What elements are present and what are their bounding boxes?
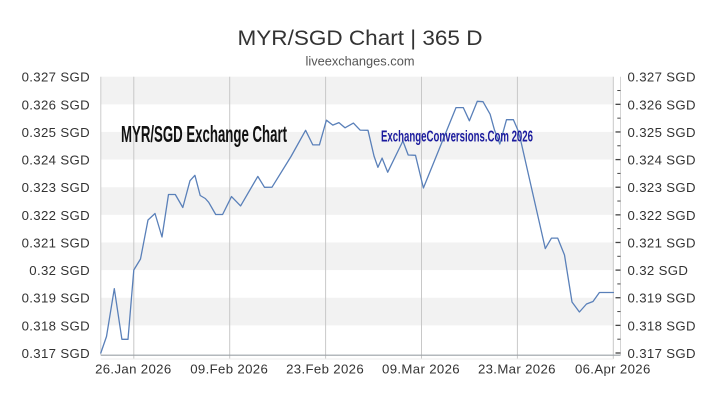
- svg-text:0.323 SGD: 0.323 SGD: [628, 180, 696, 195]
- svg-text:06.Apr 2026: 06.Apr 2026: [575, 362, 651, 377]
- svg-text:23.Feb 2026: 23.Feb 2026: [286, 362, 364, 377]
- svg-text:0.325 SGD: 0.325 SGD: [628, 125, 696, 140]
- svg-text:23.Mar 2026: 23.Mar 2026: [478, 362, 556, 377]
- svg-text:0.325 SGD: 0.325 SGD: [22, 125, 90, 140]
- svg-text:liveexchanges.com: liveexchanges.com: [306, 55, 415, 69]
- svg-text:0.317 SGD: 0.317 SGD: [22, 346, 90, 361]
- svg-text:0.317 SGD: 0.317 SGD: [628, 346, 696, 361]
- svg-text:0.32 SGD: 0.32 SGD: [628, 263, 689, 278]
- svg-text:0.326 SGD: 0.326 SGD: [22, 97, 90, 112]
- svg-text:09.Feb 2026: 09.Feb 2026: [190, 362, 268, 377]
- svg-text:0.322 SGD: 0.322 SGD: [22, 208, 90, 223]
- svg-text:26.Jan 2026: 26.Jan 2026: [95, 362, 171, 377]
- svg-text:0.326 SGD: 0.326 SGD: [628, 97, 696, 112]
- svg-text:0.324 SGD: 0.324 SGD: [628, 153, 696, 168]
- svg-text:0.321 SGD: 0.321 SGD: [22, 235, 90, 250]
- svg-text:0.322 SGD: 0.322 SGD: [628, 208, 696, 223]
- svg-text:0.319 SGD: 0.319 SGD: [22, 291, 90, 306]
- svg-text:0.321 SGD: 0.321 SGD: [628, 235, 696, 250]
- svg-text:MYR/SGD Chart | 365 D: MYR/SGD Chart | 365 D: [238, 26, 483, 50]
- svg-text:09.Mar 2026: 09.Mar 2026: [382, 362, 460, 377]
- svg-text:0.327 SGD: 0.327 SGD: [628, 70, 696, 85]
- svg-text:0.319 SGD: 0.319 SGD: [628, 291, 696, 306]
- svg-text:0.327 SGD: 0.327 SGD: [22, 70, 90, 85]
- svg-text:0.318 SGD: 0.318 SGD: [22, 318, 90, 333]
- svg-text:ExchangeConversions.Com 2026: ExchangeConversions.Com 2026: [381, 129, 533, 146]
- svg-text:0.32 SGD: 0.32 SGD: [29, 263, 90, 278]
- svg-text:MYR/SGD Exchange Chart: MYR/SGD Exchange Chart: [121, 121, 287, 147]
- svg-text:0.324 SGD: 0.324 SGD: [22, 153, 90, 168]
- svg-text:0.323 SGD: 0.323 SGD: [22, 180, 90, 195]
- svg-text:0.318 SGD: 0.318 SGD: [628, 318, 696, 333]
